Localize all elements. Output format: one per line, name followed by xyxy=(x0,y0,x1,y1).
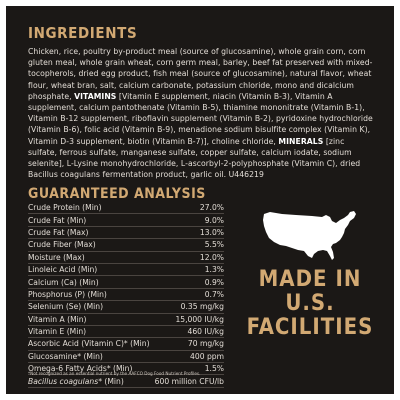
minerals-label: MINERALS xyxy=(278,136,324,146)
ga-row-label: Crude Fat (Max) xyxy=(28,227,89,237)
ga-row-value: 0.7% xyxy=(204,289,224,299)
ga-row: Crude Fat (Min) 9.0% xyxy=(28,214,224,227)
ga-row-label: Glucosamine* (Min) xyxy=(28,351,103,361)
ga-row-label: Ascorbic Acid (Vitamin C)* (Min) xyxy=(28,339,150,349)
ga-row: Selenium (Se) (Min) 0.35 mg/kg xyxy=(28,301,224,314)
usa-map-icon xyxy=(263,211,356,260)
vitamins-label: VITAMINS xyxy=(74,91,117,101)
ga-row-label-italic: Bacillus coagulans xyxy=(28,376,99,386)
guaranteed-analysis-table: Crude Protein (Min) 27.0% Crude Fat (Min)… xyxy=(28,202,224,388)
ga-row-value: 5.5% xyxy=(204,240,224,250)
ga-row: Calcium (Ca) (Min) 0.9% xyxy=(28,276,224,289)
ga-row-value: 460 IU/kg xyxy=(187,327,224,337)
ga-row-value: 70 mg/kg xyxy=(187,339,224,349)
ga-row-label: Calcium (Ca) (Min) xyxy=(28,277,99,287)
ga-row-value: 13.0% xyxy=(199,227,224,237)
ga-row: Omega-6 Fatty Acids* (Min) 1.5% xyxy=(28,363,224,376)
ga-row: Vitamin A (Min) 15,000 IU/kg xyxy=(28,314,224,326)
made-in-line3: FACILITIES xyxy=(246,315,374,340)
ga-row-label: Crude Fiber (Max) xyxy=(28,240,96,250)
ga-row-label: Omega-6 Fatty Acids* (Min) xyxy=(28,364,133,374)
ga-row: Ascorbic Acid (Vitamin C)* (Min) 70 mg/kg xyxy=(28,338,224,351)
ga-row-label-suffix: * (Min) xyxy=(98,376,124,386)
made-in-line1: MADE IN xyxy=(258,267,362,292)
ga-row-value: 1.3% xyxy=(204,265,224,275)
ga-row-label: Linoleic Acid (Min) xyxy=(28,265,98,275)
ga-row: Crude Fat (Max) 13.0% xyxy=(28,227,224,240)
ga-row-value: 0.35 mg/kg xyxy=(180,302,224,312)
ga-row-label: Moisture (Max) xyxy=(28,252,85,262)
ga-row: Moisture (Max) 12.0% xyxy=(28,252,224,264)
ga-row-value: 400 ppm xyxy=(190,351,224,361)
ga-row-label: Phosphorus (P) (Min) xyxy=(28,289,107,299)
ingredients-title: INGREDIENTS xyxy=(28,24,138,42)
made-in-line2: U.S. xyxy=(285,291,335,316)
ga-row-label: Vitamin E (Min) xyxy=(28,327,87,337)
ingredients-text: Chicken, rice, poultry by-product meal (… xyxy=(28,46,374,180)
ga-row: Glucosamine* (Min) 400 ppm xyxy=(28,351,224,364)
ga-row-bacillus: Bacillus coagulans* (Min) 600 million CFU… xyxy=(28,375,224,388)
made-in-usa-badge: MADE IN U.S. FACILITIES xyxy=(242,268,378,340)
ga-row-value: 1.5% xyxy=(204,364,224,374)
ingredients-text-part3: [zinc sulfate, ferrous sulfate, manganes… xyxy=(28,136,361,180)
ga-row: Crude Protein (Min) 27.0% xyxy=(28,202,224,215)
guaranteed-analysis-title: GUARANTEED ANALYSIS xyxy=(28,186,206,202)
ga-row-label: Crude Protein (Min) xyxy=(28,203,102,213)
nutrition-panel: INGREDIENTS Chicken, rice, poultry by-pr… xyxy=(6,6,394,394)
ga-row-label: Crude Fat (Min) xyxy=(28,215,87,225)
ga-row-value: 9.0% xyxy=(204,215,224,225)
ga-row: Vitamin E (Min) 460 IU/kg xyxy=(28,326,224,339)
ga-row-value: 600 million CFU/lb xyxy=(154,376,224,386)
ga-row: Crude Fiber (Max) 5.5% xyxy=(28,239,224,252)
ga-row-value: 12.0% xyxy=(199,252,224,262)
ga-row-label: Vitamin A (Min) xyxy=(28,314,87,324)
ga-row: Phosphorus (P) (Min) 0.7% xyxy=(28,289,224,302)
ingredients-text-part2: [Vitamin E supplement, niacin (Vitamin B… xyxy=(28,91,373,146)
ga-row-label: Bacillus coagulans* (Min) xyxy=(28,377,124,386)
ga-row-value: 0.9% xyxy=(204,277,224,287)
ga-row-label: Selenium (Se) (Min) xyxy=(28,302,104,312)
ga-row-value: 15,000 IU/kg xyxy=(175,314,224,324)
footnote: *Not recognized as an essential nutrient… xyxy=(28,371,201,376)
ga-row-value: 27.0% xyxy=(199,203,224,213)
ga-row: Linoleic Acid (Min) 1.3% xyxy=(28,264,224,277)
ingredients-text-part1: Chicken, rice, poultry by-product meal (… xyxy=(28,47,373,101)
